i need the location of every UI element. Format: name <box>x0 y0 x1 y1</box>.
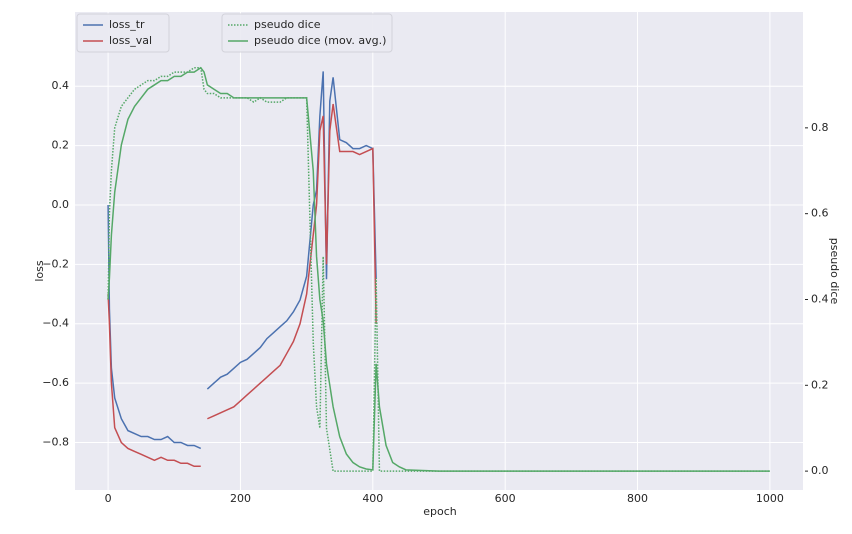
y2-tick-label: 0.0 <box>811 464 829 477</box>
legend-label: loss_val <box>109 34 152 47</box>
plot-area <box>75 12 803 490</box>
x-axis-label: epoch <box>423 505 457 518</box>
legend-label: pseudo dice <box>254 18 321 31</box>
x-tick-label: 1000 <box>756 492 784 505</box>
y-axis-label: loss <box>33 260 46 282</box>
x-tick-label: 800 <box>627 492 648 505</box>
x-tick-label: 200 <box>230 492 251 505</box>
y2-tick-label: 0.4 <box>811 292 829 305</box>
y-tick-label: 0.4 <box>52 79 70 92</box>
series-line <box>107 103 377 467</box>
y2-axis-label: pseudo dice <box>828 238 841 305</box>
legend-label: pseudo dice (mov. avg.) <box>254 34 386 47</box>
legend-box <box>221 13 393 53</box>
x-tick-label: 600 <box>495 492 516 505</box>
x-tick-label: 400 <box>362 492 383 505</box>
y2-tick-label: 0.6 <box>811 207 829 220</box>
legend-box <box>76 13 170 53</box>
y2-tick-label: 0.2 <box>811 378 829 391</box>
y2-tick-label: 0.8 <box>811 121 829 134</box>
legend-label: loss_tr <box>109 18 145 31</box>
y-tick-label: −0.2 <box>42 257 69 270</box>
y-tick-label: −0.8 <box>42 435 69 448</box>
series-line <box>107 66 770 472</box>
y-tick-label: 0.2 <box>52 139 70 152</box>
y-tick-label: −0.6 <box>42 376 69 389</box>
y-tick-label: −0.4 <box>42 317 69 330</box>
series-line <box>107 71 377 450</box>
x-tick-label: 0 <box>105 492 112 505</box>
y-tick-label: 0.0 <box>52 198 70 211</box>
